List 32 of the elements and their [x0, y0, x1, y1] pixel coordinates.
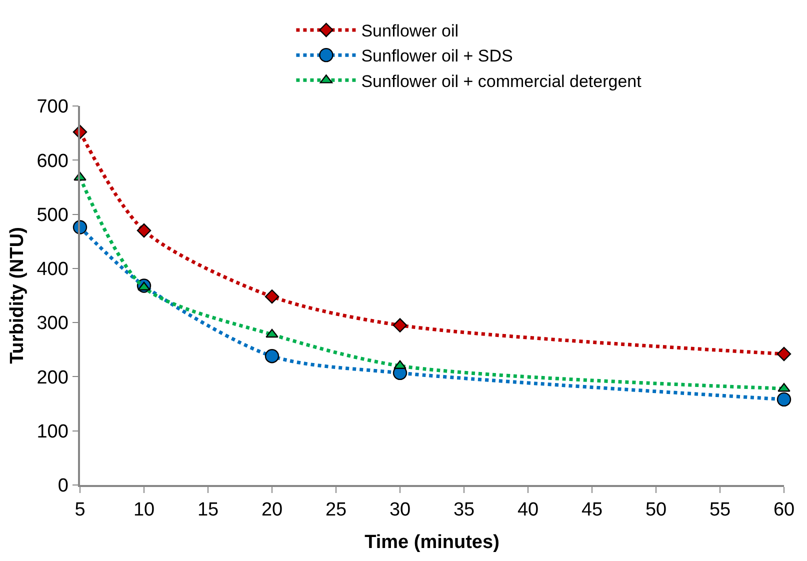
legend-label: Sunflower oil + commercial detergent	[361, 72, 642, 91]
x-tick-label: 15	[197, 500, 219, 521]
x-tick-label: 35	[453, 500, 475, 521]
point	[776, 392, 792, 407]
y-tick-label: 100	[36, 422, 68, 443]
y-tick-label: 0	[58, 476, 68, 497]
legend-label: Sunflower oil + SDS	[361, 46, 513, 66]
y-tick-label: 600	[36, 150, 68, 172]
x-tick-label: 60	[773, 500, 795, 521]
x-tick-label: 40	[517, 500, 539, 521]
x-tick-label: 5	[74, 500, 86, 521]
x-tick-label: 10	[133, 500, 155, 521]
x-tick-label: 55	[709, 500, 731, 521]
x-tick-label: 20	[261, 500, 283, 521]
point	[266, 328, 278, 338]
y-tick-label: 400	[36, 259, 68, 280]
point	[264, 349, 280, 364]
x-tick-label: 45	[581, 500, 603, 521]
point	[392, 318, 408, 332]
y-tick-label: 700	[36, 96, 68, 118]
legend-label: Sunflower oil	[361, 22, 459, 41]
point	[136, 223, 152, 238]
x-axis-title: Time (minutes)	[364, 532, 500, 553]
point	[776, 346, 792, 362]
x-tick-label: 25	[325, 500, 347, 521]
y-tick-label: 500	[36, 204, 68, 226]
x-tick-label: 30	[389, 500, 411, 521]
x-tick-label: 50	[645, 500, 667, 521]
y-axis-title: Turbidity (NTU)	[7, 227, 28, 364]
y-tick-label: 300	[36, 313, 68, 334]
y-tick-label: 200	[36, 367, 68, 388]
point	[264, 289, 280, 304]
